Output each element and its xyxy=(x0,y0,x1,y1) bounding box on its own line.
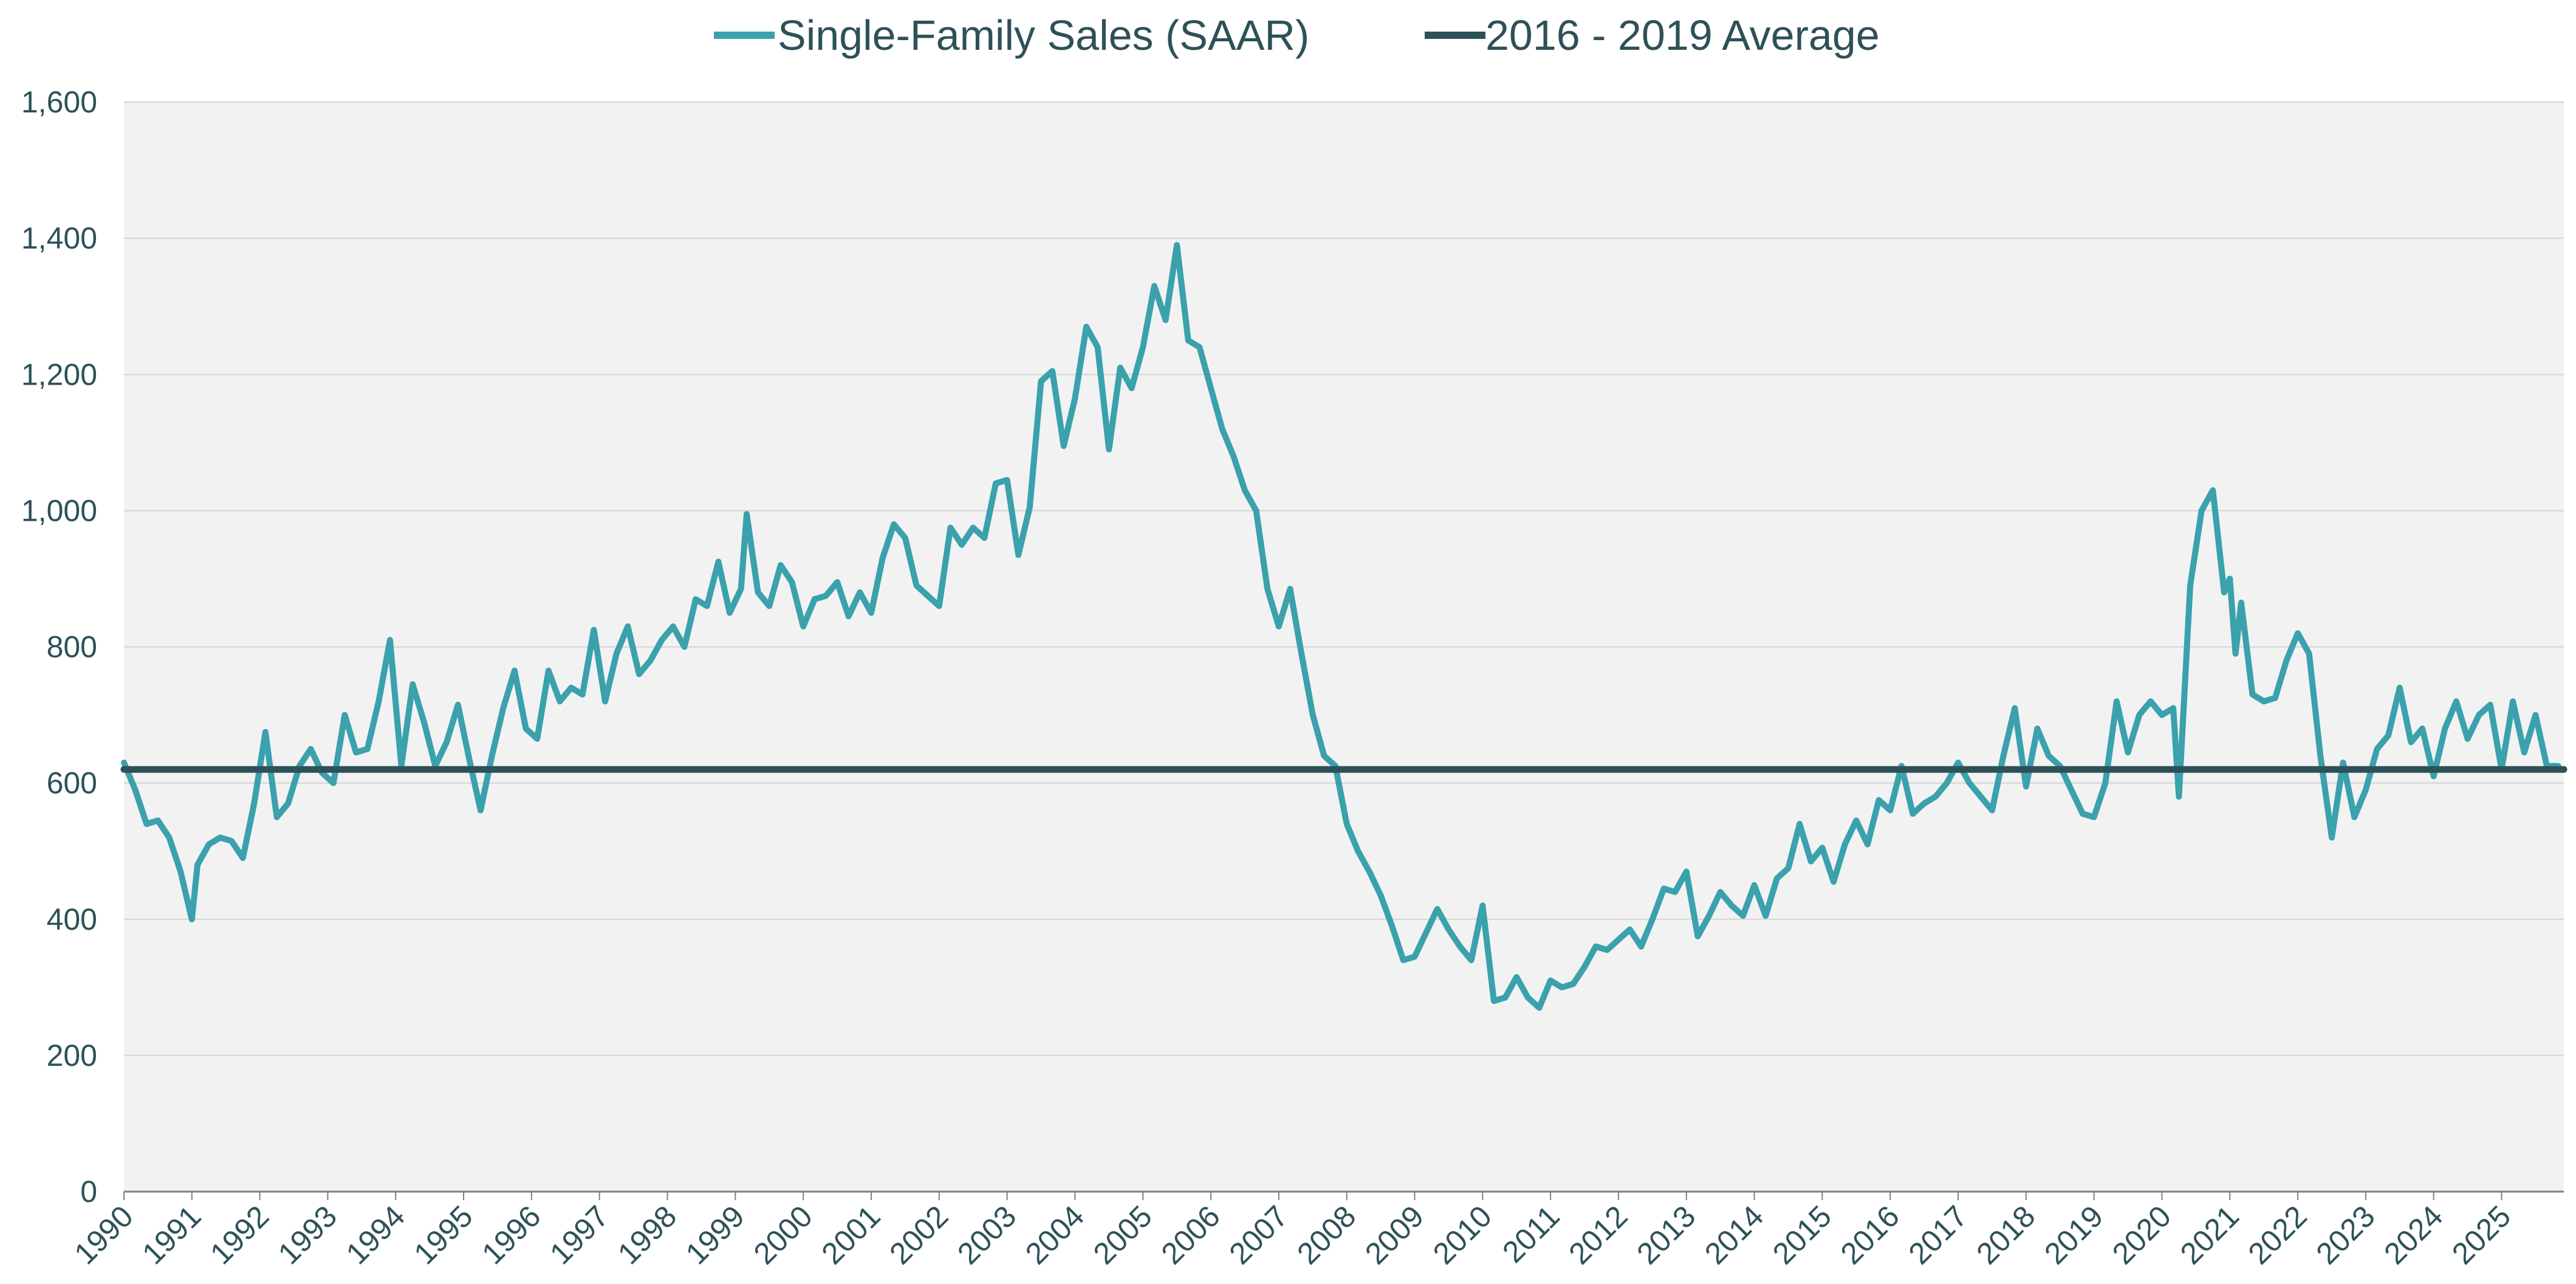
y-tick-label: 200 xyxy=(47,1039,97,1073)
x-tick-label: 2007 xyxy=(1222,1199,1294,1271)
x-tick-label: 2025 xyxy=(2445,1199,2517,1271)
x-tick-label: 1996 xyxy=(475,1199,547,1271)
legend-label-average: 2016 - 2019 Average xyxy=(1485,12,1880,59)
y-axis: 0 200 400 600 800 1,000 1,200 1,400 1,600 xyxy=(21,85,97,1209)
x-tick-label: 2023 xyxy=(2309,1199,2381,1271)
x-tick-label: 2005 xyxy=(1087,1199,1159,1271)
x-tick-label: 2010 xyxy=(1427,1199,1498,1271)
y-tick-label: 1,400 xyxy=(21,221,97,255)
legend: Single-Family Sales (SAAR) 2016 - 2019 A… xyxy=(714,12,1880,59)
x-tick-label: 1990 xyxy=(68,1199,140,1271)
x-tick-label: 2017 xyxy=(1902,1199,1974,1271)
x-tick-label: 2009 xyxy=(1358,1199,1430,1271)
x-tick-label: 2000 xyxy=(747,1199,819,1271)
x-tick-label: 2014 xyxy=(1698,1199,1770,1271)
legend-label-single-family: Single-Family Sales (SAAR) xyxy=(778,12,1309,59)
x-tick-label: 2021 xyxy=(2174,1199,2245,1271)
x-tick-label: 2001 xyxy=(815,1199,886,1271)
y-tick-label: 400 xyxy=(47,902,97,936)
series-layer xyxy=(120,242,2567,1011)
y-tick-label: 0 xyxy=(80,1175,97,1209)
x-tick-label: 2012 xyxy=(1562,1199,1634,1271)
x-tick-label: 1993 xyxy=(272,1199,343,1271)
series-line-single-family-sales xyxy=(121,242,2561,1011)
x-tick-label: 2019 xyxy=(2038,1199,2109,1271)
x-tick-label: 1991 xyxy=(135,1199,207,1271)
x-tick-label: 2015 xyxy=(1766,1199,1838,1271)
x-tick-label: 2006 xyxy=(1155,1199,1227,1271)
x-tick-label: 1995 xyxy=(408,1199,479,1271)
x-axis: 1990199119921993199419951996199719981999… xyxy=(68,1192,2517,1271)
x-tick-label: 2003 xyxy=(951,1199,1023,1271)
x-tick-label: 2022 xyxy=(2242,1199,2314,1271)
x-tick-label: 2013 xyxy=(1630,1199,1702,1271)
y-tick-label: 1,600 xyxy=(21,85,97,119)
y-tick-label: 800 xyxy=(47,630,97,664)
x-tick-label: 1994 xyxy=(340,1199,411,1271)
y-tick-label: 600 xyxy=(47,766,97,800)
x-tick-label: 2016 xyxy=(1834,1199,1906,1271)
x-tick-label: 1997 xyxy=(543,1199,615,1271)
x-tick-label: 1999 xyxy=(679,1199,751,1271)
x-tick-label: 2024 xyxy=(2377,1199,2449,1271)
y-tick-label: 1,000 xyxy=(21,493,97,527)
y-tick-label: 1,200 xyxy=(21,357,97,391)
x-tick-label: 2018 xyxy=(1970,1199,2041,1271)
x-tick-label: 2011 xyxy=(1496,1199,1566,1269)
x-tick-label: 2002 xyxy=(883,1199,954,1271)
x-tick-label: 1998 xyxy=(611,1199,683,1271)
gridlines xyxy=(124,101,2564,1057)
x-tick-label: 1992 xyxy=(204,1199,275,1271)
x-tick-label: 2020 xyxy=(2106,1199,2177,1271)
x-tick-label: 2004 xyxy=(1019,1199,1091,1271)
x-tick-label: 2008 xyxy=(1290,1199,1362,1271)
